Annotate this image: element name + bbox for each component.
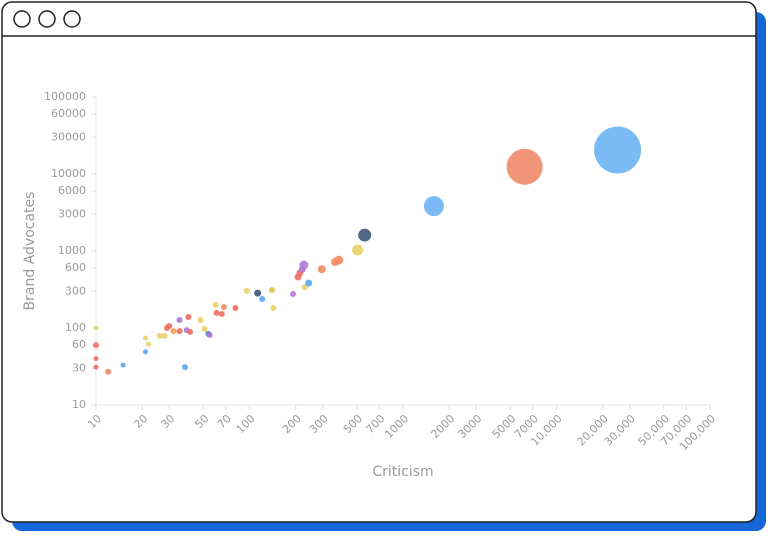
bubble	[358, 228, 372, 242]
bubble	[212, 301, 219, 308]
bubble	[142, 349, 148, 355]
bubble	[289, 291, 296, 298]
y-tick-label: 3000	[58, 207, 86, 220]
bubble	[185, 313, 192, 320]
bubble	[301, 284, 308, 291]
bubble	[166, 323, 173, 330]
bubble	[197, 317, 204, 324]
bubble	[317, 265, 326, 274]
bubble	[161, 332, 168, 339]
y-tick-label: 6000	[58, 184, 86, 197]
window-frame	[1, 1, 757, 523]
window-button[interactable]	[13, 10, 31, 28]
y-tick-label: 100	[65, 321, 86, 334]
bubble	[213, 309, 220, 316]
bubble	[594, 126, 642, 174]
bubble	[142, 335, 148, 341]
bubble	[93, 342, 99, 349]
y-axis-label: Brand Advocates	[22, 192, 38, 311]
bubble	[93, 364, 99, 370]
y-tick-label: 600	[65, 261, 86, 274]
bubble	[187, 328, 194, 335]
y-tick-label: 60000	[51, 107, 86, 120]
y-tick-label: 100000	[44, 90, 86, 103]
bubble	[268, 287, 275, 294]
bubble	[299, 260, 309, 270]
window-button[interactable]	[38, 10, 56, 28]
bubble	[181, 364, 188, 371]
bubble	[423, 196, 444, 217]
bubble	[93, 356, 99, 362]
y-tick-label: 1000	[58, 244, 86, 257]
bubble	[176, 317, 183, 324]
bubble	[206, 332, 213, 339]
y-tick-label: 10000	[51, 167, 86, 180]
bubble	[220, 304, 227, 311]
bubble	[243, 287, 250, 294]
bubble	[201, 326, 208, 333]
bubble	[232, 304, 239, 311]
bubble	[305, 279, 313, 287]
y-tick-label: 30	[72, 361, 86, 374]
bubble	[270, 304, 277, 311]
y-tick-label: 60	[72, 338, 86, 351]
bubble	[352, 244, 364, 256]
bubble	[254, 289, 262, 297]
y-tick-label: 300	[65, 284, 86, 297]
bubble	[156, 332, 163, 339]
x-axis-label: Criticism	[372, 464, 433, 480]
bubble	[120, 362, 126, 368]
window-button[interactable]	[63, 10, 81, 28]
bubble	[506, 148, 543, 185]
bubble	[93, 325, 99, 331]
bubble	[334, 255, 344, 265]
bubble	[105, 368, 112, 375]
bubble	[146, 341, 152, 347]
bubble	[218, 310, 225, 317]
y-tick-label: 30000	[51, 130, 86, 143]
y-tick-label: 10	[72, 398, 86, 411]
bubble	[170, 328, 177, 335]
bubble	[259, 296, 266, 303]
bubble	[176, 328, 183, 335]
